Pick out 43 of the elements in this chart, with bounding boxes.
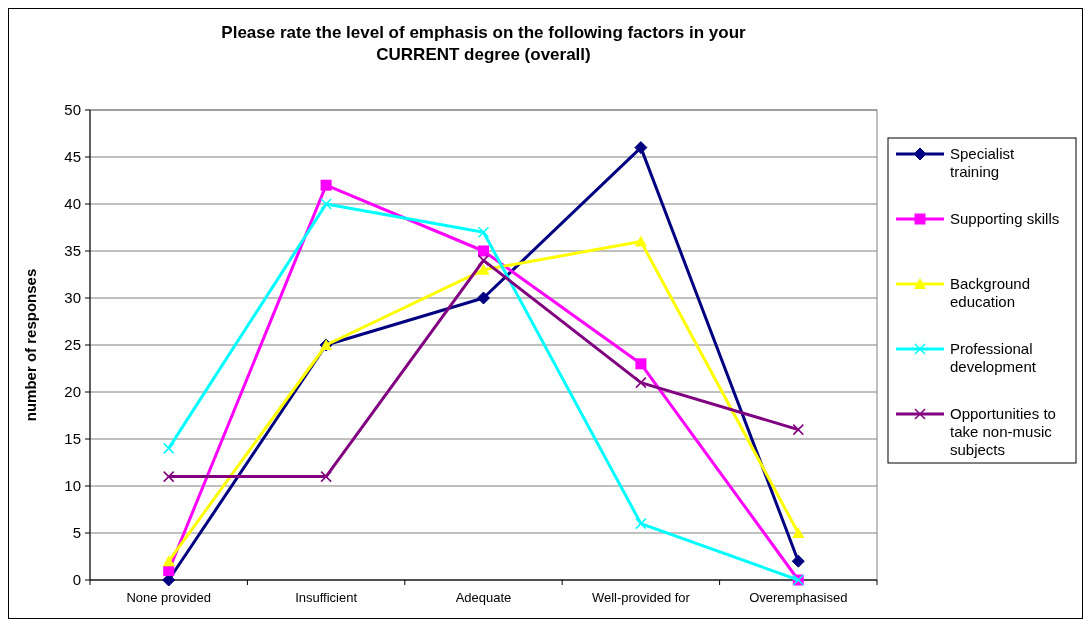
y-tick-label: 5 <box>72 524 81 542</box>
point <box>478 245 489 257</box>
point <box>162 555 175 567</box>
point <box>792 423 805 436</box>
y-tick-label: 50 <box>64 101 81 119</box>
point <box>792 527 805 538</box>
legend-label: Supporting skills <box>950 210 1060 227</box>
y-tick-label: 45 <box>64 148 81 166</box>
point <box>320 179 332 191</box>
x-tick-label: Overemphasised <box>749 590 848 605</box>
legend-label: Opportunities to take non-music subjects <box>950 405 1056 458</box>
x-tick-label: Well-provided for <box>591 590 691 605</box>
point <box>477 254 490 267</box>
y-tick-label: 20 <box>64 383 81 401</box>
point <box>477 263 490 275</box>
y-axis-title: number of responses <box>22 268 39 422</box>
point <box>477 226 490 238</box>
y-tick-label: 15 <box>64 430 81 448</box>
point <box>791 554 805 568</box>
point <box>162 442 175 455</box>
y-tick-label: 40 <box>64 195 81 213</box>
x-tick-label: Adequate <box>455 590 512 605</box>
point <box>635 358 647 370</box>
point <box>320 470 332 483</box>
y-tick-label: 10 <box>64 477 81 495</box>
point <box>162 470 175 483</box>
point <box>320 198 332 210</box>
x-tick-label: Insufficient <box>295 590 358 605</box>
chart-title: Please rate the level of emphasis on the following factors in your CURRENT degree (overall) <box>221 23 747 64</box>
legend-label: Professional development <box>950 340 1037 375</box>
x-tick-label: None provided <box>126 590 211 605</box>
point <box>477 291 490 305</box>
legend-label: Specialist training <box>950 145 1016 180</box>
point <box>635 517 647 530</box>
point <box>163 565 175 577</box>
y-tick-label: 35 <box>64 242 81 260</box>
y-tick-label: 30 <box>64 289 81 307</box>
point <box>635 376 647 389</box>
point <box>634 141 648 155</box>
y-tick-label: 0 <box>72 571 81 589</box>
point <box>634 235 647 247</box>
y-tick-label: 25 <box>64 336 81 354</box>
legend-label: Background education <box>950 275 1031 310</box>
